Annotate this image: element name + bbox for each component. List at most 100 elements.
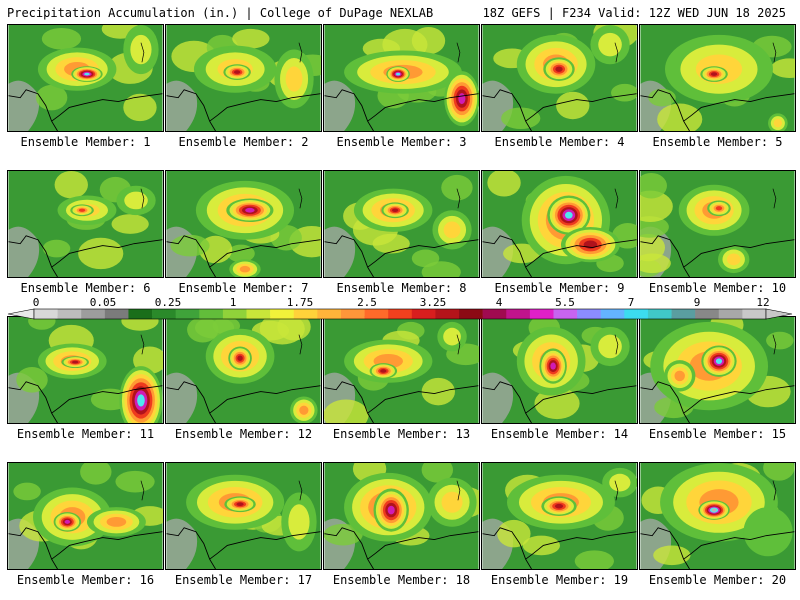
ensemble-panel: Ensemble Member: 1 <box>7 24 164 149</box>
ensemble-panel: Ensemble Member: 6 <box>7 170 164 295</box>
precip-map <box>165 462 322 570</box>
ensemble-panel: Ensemble Member: 10 <box>639 170 796 295</box>
legend-swatch <box>317 309 342 319</box>
precip-map <box>165 170 322 278</box>
ensemble-member-label: Ensemble Member: 6 <box>20 281 151 295</box>
precip-map <box>639 24 796 132</box>
ensemble-member-label: Ensemble Member: 8 <box>336 281 467 295</box>
legend-label: 12 <box>756 296 770 309</box>
precip-map <box>165 24 322 132</box>
legend-swatch <box>506 309 531 319</box>
ensemble-member-label: Ensemble Member: 1 <box>20 135 151 149</box>
precip-map <box>639 170 796 278</box>
legend-label: 4 <box>495 296 503 309</box>
header: Precipitation Accumulation (in.) | Colle… <box>0 0 800 24</box>
legend-swatch <box>695 309 720 319</box>
ensemble-panel: Ensemble Member: 5 <box>639 24 796 149</box>
ensemble-member-label: Ensemble Member: 7 <box>178 281 309 295</box>
ensemble-member-label: Ensemble Member: 16 <box>16 573 155 587</box>
legend-swatch <box>624 309 649 319</box>
legend-label: 1 <box>229 296 237 309</box>
ensemble-panel: Ensemble Member: 4 <box>481 24 638 149</box>
legend-swatch <box>270 309 295 319</box>
legend-label: 9 <box>693 296 701 309</box>
legend-label: 1.75 <box>286 296 314 309</box>
legend-label: 0.05 <box>89 296 117 309</box>
legend-swatch <box>459 309 483 319</box>
ensemble-member-label: Ensemble Member: 10 <box>648 281 787 295</box>
ensemble-panel: Ensemble Member: 17 <box>165 462 322 587</box>
legend-label: 7 <box>627 296 635 309</box>
ensemble-panel: Ensemble Member: 16 <box>7 462 164 587</box>
legend-swatch <box>553 309 578 319</box>
ensemble-panel: Ensemble Member: 11 <box>7 316 164 441</box>
legend-swatch <box>411 309 436 319</box>
legend-swatch <box>482 309 507 319</box>
precip-legend: 0 0.05 0.25 1 1.75 2.5 3.25 4 5.5 7 9 12 <box>0 296 800 320</box>
legend-swatch <box>199 309 224 319</box>
ensemble-member-label: Ensemble Member: 19 <box>490 573 629 587</box>
precip-map <box>481 462 638 570</box>
precip-map <box>323 462 480 570</box>
legend-swatch <box>222 309 247 319</box>
legend-swatch <box>435 309 460 319</box>
legend-swatch <box>647 309 672 319</box>
ensemble-panel: Ensemble Member: 15 <box>639 316 796 441</box>
legend-swatch <box>577 309 602 319</box>
legend-swatch <box>34 309 58 319</box>
ensemble-member-label: Ensemble Member: 2 <box>178 135 309 149</box>
legend-swatch <box>742 309 767 319</box>
ensemble-member-label: Ensemble Member: 4 <box>494 135 625 149</box>
legend-swatch <box>104 309 129 319</box>
ensemble-member-label: Ensemble Member: 13 <box>332 427 471 441</box>
legend-swatch <box>128 309 153 319</box>
ensemble-member-label: Ensemble Member: 9 <box>494 281 625 295</box>
ensemble-panel: Ensemble Member: 20 <box>639 462 796 587</box>
legend-swatch <box>246 309 271 319</box>
precip-map <box>7 462 164 570</box>
ensemble-panel: Ensemble Member: 2 <box>165 24 322 149</box>
ensemble-panel: Ensemble Member: 9 <box>481 170 638 295</box>
ensemble-member-label: Ensemble Member: 20 <box>648 573 787 587</box>
ensemble-panel: Ensemble Member: 12 <box>165 316 322 441</box>
legend-swatch <box>175 309 200 319</box>
precip-map <box>639 316 796 424</box>
legend-label: 0.25 <box>154 296 182 309</box>
legend-swatch <box>293 309 318 319</box>
ensemble-member-label: Ensemble Member: 14 <box>490 427 629 441</box>
ensemble-panel: Ensemble Member: 3 <box>323 24 480 149</box>
page-title: Precipitation Accumulation (in.) | Colle… <box>7 6 434 20</box>
precip-map <box>323 24 480 132</box>
legend-swatch <box>529 309 554 319</box>
ensemble-panel: Ensemble Member: 7 <box>165 170 322 295</box>
precip-map <box>481 24 638 132</box>
ensemble-member-label: Ensemble Member: 11 <box>16 427 155 441</box>
legend-swatch <box>671 309 696 319</box>
legend-label: 0 <box>32 296 40 309</box>
legend-colorbar <box>7 308 793 320</box>
precip-map <box>323 170 480 278</box>
ensemble-member-label: Ensemble Member: 3 <box>336 135 467 149</box>
precip-map <box>481 170 638 278</box>
ensemble-panel: Ensemble Member: 8 <box>323 170 480 295</box>
ensemble-member-label: Ensemble Member: 5 <box>652 135 783 149</box>
precip-map <box>7 24 164 132</box>
ensemble-member-label: Ensemble Member: 17 <box>174 573 313 587</box>
legend-label: 3.25 <box>419 296 447 309</box>
precip-map <box>481 316 638 424</box>
precip-map <box>7 316 164 424</box>
legend-swatch <box>600 309 625 319</box>
legend-label: 5.5 <box>555 296 575 309</box>
ensemble-panel: Ensemble Member: 19 <box>481 462 638 587</box>
legend-swatch <box>364 309 389 319</box>
ensemble-member-label: Ensemble Member: 18 <box>332 573 471 587</box>
ensemble-member-label: Ensemble Member: 12 <box>174 427 313 441</box>
ensemble-panel: Ensemble Member: 14 <box>481 316 638 441</box>
precip-map <box>323 316 480 424</box>
ensemble-panel: Ensemble Member: 13 <box>323 316 480 441</box>
legend-swatch <box>388 309 413 319</box>
legend-label: 2.5 <box>357 296 377 309</box>
legend-swatch <box>340 309 365 319</box>
legend-swatch <box>57 309 82 319</box>
precip-map <box>7 170 164 278</box>
